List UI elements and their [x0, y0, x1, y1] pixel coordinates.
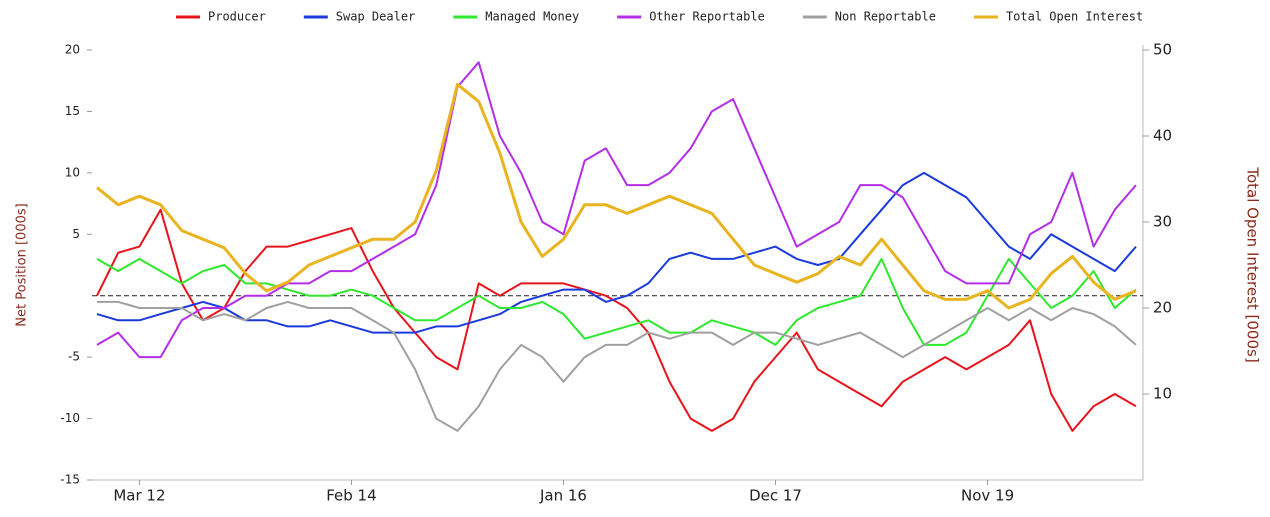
- legend-label: Swap Dealer: [336, 10, 415, 24]
- y-tick-label: -15: [60, 473, 80, 487]
- y2-tick-label: 40: [1153, 127, 1172, 145]
- legend-label: Total Open Interest: [1006, 10, 1143, 24]
- series-line: [96, 82, 1137, 310]
- series-line: [96, 208, 1137, 432]
- y2-tick-label: 30: [1153, 213, 1172, 231]
- legend-label: Managed Money: [485, 10, 579, 24]
- series-line: [96, 171, 1137, 334]
- legend-label: Other Reportable: [649, 10, 765, 24]
- y-tick-label: 10: [65, 165, 80, 179]
- x-tick-label: Mar 12: [113, 487, 165, 505]
- y2-tick-label: 50: [1153, 41, 1172, 59]
- y2-tick-label: 10: [1153, 385, 1172, 403]
- x-tick-label: Jan 16: [539, 487, 587, 505]
- x-tick-label: Nov 19: [961, 487, 1014, 505]
- y2-axis-title: Total Open Interest [000s]: [1244, 166, 1262, 362]
- y-tick-label: -10: [60, 411, 80, 425]
- x-tick-label: Dec 17: [749, 487, 802, 505]
- y-tick-label: 5: [72, 227, 80, 241]
- x-tick-label: Feb 14: [326, 487, 376, 505]
- series-line: [96, 61, 1137, 359]
- y-tick-label: 15: [65, 104, 80, 118]
- y2-tick-label: 20: [1153, 299, 1172, 317]
- y-tick-label: -5: [68, 350, 80, 364]
- legend-label: Producer: [208, 10, 266, 24]
- series-line: [97, 300, 1137, 432]
- y-tick-label: 20: [65, 43, 80, 57]
- y-axis-title: Net Position [000s]: [15, 203, 30, 326]
- series-line: [96, 257, 1137, 346]
- legend-label: Non Reportable: [835, 10, 936, 24]
